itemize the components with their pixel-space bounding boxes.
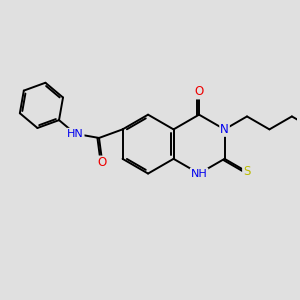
Text: HN: HN (67, 129, 84, 139)
Text: S: S (243, 165, 250, 178)
Text: N: N (220, 123, 229, 136)
Text: O: O (98, 157, 106, 169)
Text: O: O (194, 85, 204, 98)
Text: NH: NH (191, 169, 207, 178)
